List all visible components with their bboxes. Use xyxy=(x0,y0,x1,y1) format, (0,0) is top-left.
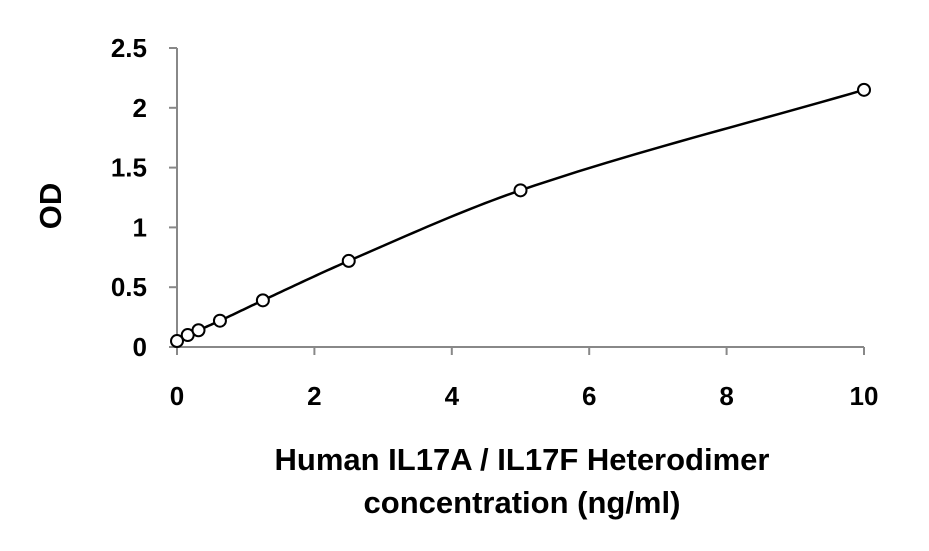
data-point xyxy=(341,253,356,268)
y-ticks: 0 0.5 1 1.5 2 2.5 xyxy=(111,33,177,362)
x-tick-label: 4 xyxy=(445,381,460,411)
plot-area: 0 0.5 1 1.5 2 2.5 0 2 4 6 8 10 xyxy=(111,33,879,411)
data-point xyxy=(170,334,184,349)
data-point xyxy=(191,323,206,338)
y-tick-label: 2.5 xyxy=(111,33,147,63)
data-point xyxy=(255,293,270,308)
y-tick-label: 2 xyxy=(133,93,147,123)
data-point xyxy=(513,183,528,198)
x-tick-label: 6 xyxy=(582,381,596,411)
x-tick-label: 0 xyxy=(170,381,184,411)
data-point xyxy=(212,313,227,328)
data-points xyxy=(170,82,871,349)
y-tick-label: 1.5 xyxy=(111,153,147,183)
x-ticks: 0 2 4 6 8 10 xyxy=(170,347,879,411)
y-tick-label: 1 xyxy=(133,212,147,242)
y-axis-title: OD xyxy=(33,183,68,230)
x-tick-label: 10 xyxy=(850,381,879,411)
fit-curve-line xyxy=(176,88,865,343)
y-tick-label: 0 xyxy=(133,332,147,362)
x-axis-title-line-1: Human IL17A / IL17F Heterodimer xyxy=(275,442,770,477)
x-axis-title-line-2: concentration (ng/ml) xyxy=(364,485,681,520)
y-tick-label: 0.5 xyxy=(111,272,147,302)
data-point xyxy=(857,82,871,97)
x-tick-label: 2 xyxy=(307,381,321,411)
x-tick-label: 8 xyxy=(719,381,733,411)
